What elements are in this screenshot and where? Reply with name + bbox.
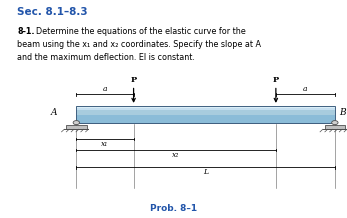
Text: 8-1.: 8-1.	[17, 27, 35, 36]
Text: a: a	[303, 85, 307, 93]
Text: B: B	[339, 108, 346, 117]
Bar	[76, 106, 335, 108]
Text: x₂: x₂	[172, 151, 180, 159]
Text: beam using the x₁ and x₂ coordinates. Specify the slope at A: beam using the x₁ and x₂ coordinates. Sp…	[17, 40, 261, 49]
Text: A: A	[51, 108, 57, 117]
Text: P: P	[130, 76, 137, 84]
Text: L: L	[203, 168, 208, 176]
Text: P: P	[273, 76, 279, 84]
Bar	[76, 109, 335, 115]
Text: Prob. 8–1: Prob. 8–1	[150, 204, 197, 213]
Bar	[76, 106, 335, 110]
Text: x₁: x₁	[101, 140, 109, 148]
Text: and the maximum deflection. EI is constant.: and the maximum deflection. EI is consta…	[17, 53, 195, 62]
Bar	[76, 122, 335, 124]
Circle shape	[73, 121, 79, 125]
Bar	[76, 115, 335, 123]
Bar	[76, 106, 335, 123]
Bar	[324, 125, 345, 129]
Text: Sec. 8.1–8.3: Sec. 8.1–8.3	[17, 7, 88, 17]
Bar	[66, 125, 87, 129]
Circle shape	[332, 121, 338, 125]
Text: a: a	[103, 85, 107, 93]
Text: Determine the equations of the elastic curve for the: Determine the equations of the elastic c…	[36, 27, 246, 36]
